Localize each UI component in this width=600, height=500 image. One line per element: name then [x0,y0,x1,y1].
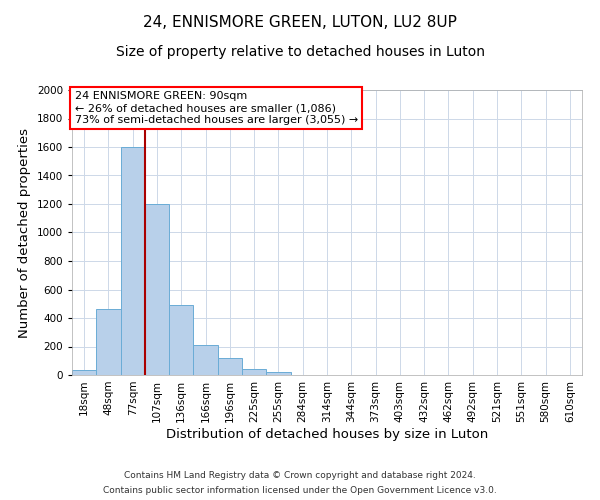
Bar [242,368,266,375]
Text: Contains public sector information licensed under the Open Government Licence v3: Contains public sector information licen… [103,486,497,495]
Text: Size of property relative to detached houses in Luton: Size of property relative to detached ho… [115,45,485,59]
Bar [266,372,290,375]
Bar [169,305,193,375]
Text: Contains HM Land Registry data © Crown copyright and database right 2024.: Contains HM Land Registry data © Crown c… [124,471,476,480]
Bar [145,204,169,375]
Bar [121,147,145,375]
X-axis label: Distribution of detached houses by size in Luton: Distribution of detached houses by size … [166,428,488,440]
Text: 24, ENNISMORE GREEN, LUTON, LU2 8UP: 24, ENNISMORE GREEN, LUTON, LU2 8UP [143,15,457,30]
Bar [193,345,218,375]
Text: 24 ENNISMORE GREEN: 90sqm
← 26% of detached houses are smaller (1,086)
73% of se: 24 ENNISMORE GREEN: 90sqm ← 26% of detac… [74,92,358,124]
Bar [218,358,242,375]
Y-axis label: Number of detached properties: Number of detached properties [18,128,31,338]
Bar [72,370,96,375]
Bar [96,310,121,375]
